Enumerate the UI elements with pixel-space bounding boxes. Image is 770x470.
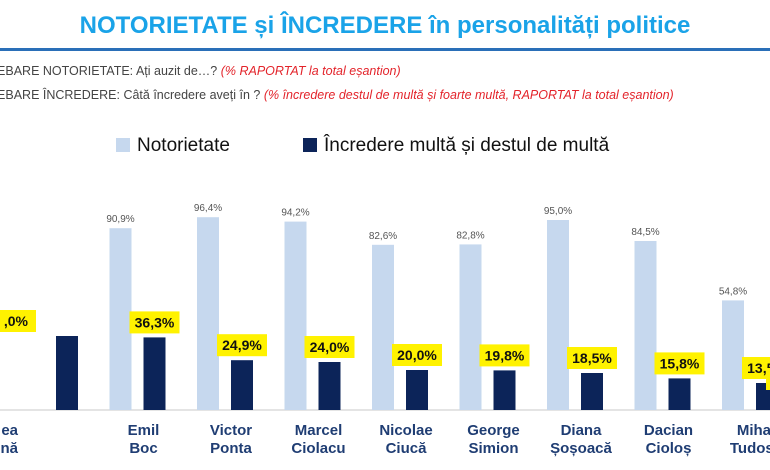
bar-incredere (406, 370, 428, 410)
category-label: Ciucă (386, 440, 428, 457)
data-label-incredere-highlight (742, 357, 770, 379)
category-label: Emil (128, 422, 160, 439)
data-label-notorietate: 82,8% (456, 230, 484, 241)
bar-incredere (581, 373, 603, 410)
question-incredere-label: REBARE ÎNCREDERE: Câtă încredere aveți î… (0, 88, 261, 102)
data-label-notorietate: 94,2% (281, 208, 309, 219)
data-label-incredere-highlight (304, 336, 355, 358)
data-label-incredere: 18,5% (572, 350, 612, 366)
legend-swatch-incredere (303, 138, 317, 152)
data-label-incredere-highlight (129, 311, 180, 334)
data-label-incredere-highlight (0, 310, 36, 332)
data-label-incredere: 15,8% (660, 355, 700, 371)
legend-label-incredere: Încredere multă și destul de multă (323, 134, 610, 156)
category-label: Dacian (644, 422, 693, 439)
category-label: Diana (561, 422, 603, 439)
bar-incredere (56, 336, 78, 410)
bar-incredere (318, 362, 341, 410)
bar-notorietate (459, 244, 482, 410)
legend-swatch-notorietate (116, 138, 130, 152)
question-notorietate: REBARE NOTORIETATE: Ați auzit de…? (% RA… (0, 64, 401, 78)
question-notorietate-note: (% RAPORTAT la total eșantion) (220, 64, 401, 78)
question-incredere-note: (% încredere destul de multă și foarte m… (263, 88, 674, 102)
data-label-notorietate: 82,6% (369, 231, 397, 242)
data-label-notorietate: 96,4% (194, 203, 222, 214)
data-label-incredere: 24,0% (310, 339, 350, 355)
category-label: Victor (210, 422, 252, 439)
category-label: Boc (129, 440, 157, 457)
category-label: George (467, 422, 520, 439)
bar-incredere (493, 370, 516, 410)
bar-notorietate (722, 300, 744, 410)
legend-label-notorietate: Notorietate (137, 135, 230, 156)
data-label-incredere: 36,3% (135, 314, 175, 330)
bar-incredere (143, 337, 166, 410)
page-title: NOTORIETATE și ÎNCREDERE în personalităț… (79, 12, 691, 39)
bar-notorietate (634, 241, 657, 410)
title-divider (0, 48, 770, 51)
category-label: Simion (468, 440, 518, 457)
data-label-incredere: 19,8% (485, 347, 525, 363)
category-label: nă (0, 440, 18, 457)
bar-notorietate (547, 220, 569, 410)
data-label-incredere-highlight (392, 344, 442, 366)
category-label: Marcel (295, 422, 343, 439)
data-label-incredere-highlight-cropped (766, 368, 770, 390)
data-label-notorietate: 84,5% (631, 227, 659, 238)
category-label: Ciolacu (291, 440, 345, 457)
category-label: Cioloș (646, 440, 692, 457)
bar-notorietate (109, 228, 132, 410)
data-label-incredere-highlight (217, 334, 267, 357)
data-label-incredere: 13,5% (747, 360, 770, 376)
bar-notorietate (284, 221, 307, 410)
data-label-incredere-highlight (567, 347, 617, 369)
data-label-incredere-highlight (479, 344, 530, 367)
data-label-incredere: 20,0% (397, 347, 437, 363)
data-label-notorietate: 54,8% (719, 286, 747, 297)
bar-incredere (668, 378, 691, 410)
category-label: Șoșoacă (550, 440, 612, 457)
category-label: ea (1, 422, 18, 439)
data-label-notorietate: 95,0% (544, 206, 572, 217)
data-label-notorietate: 90,9% (106, 214, 134, 225)
bar-incredere (231, 360, 253, 410)
category-label: Mihai (737, 422, 770, 439)
data-label-incredere-highlight (654, 352, 705, 375)
category-label: Nicolae (379, 422, 432, 439)
data-label-incredere: 24,9% (222, 337, 262, 353)
bar-notorietate (372, 244, 394, 410)
bar-notorietate (197, 217, 219, 410)
question-notorietate-label: REBARE NOTORIETATE: Ați auzit de…? (0, 64, 218, 78)
question-incredere: REBARE ÎNCREDERE: Câtă încredere aveți î… (0, 88, 674, 102)
data-label-incredere: ,0% (4, 313, 29, 329)
category-label: Ponta (210, 440, 252, 457)
category-label: Tudose (730, 440, 770, 457)
